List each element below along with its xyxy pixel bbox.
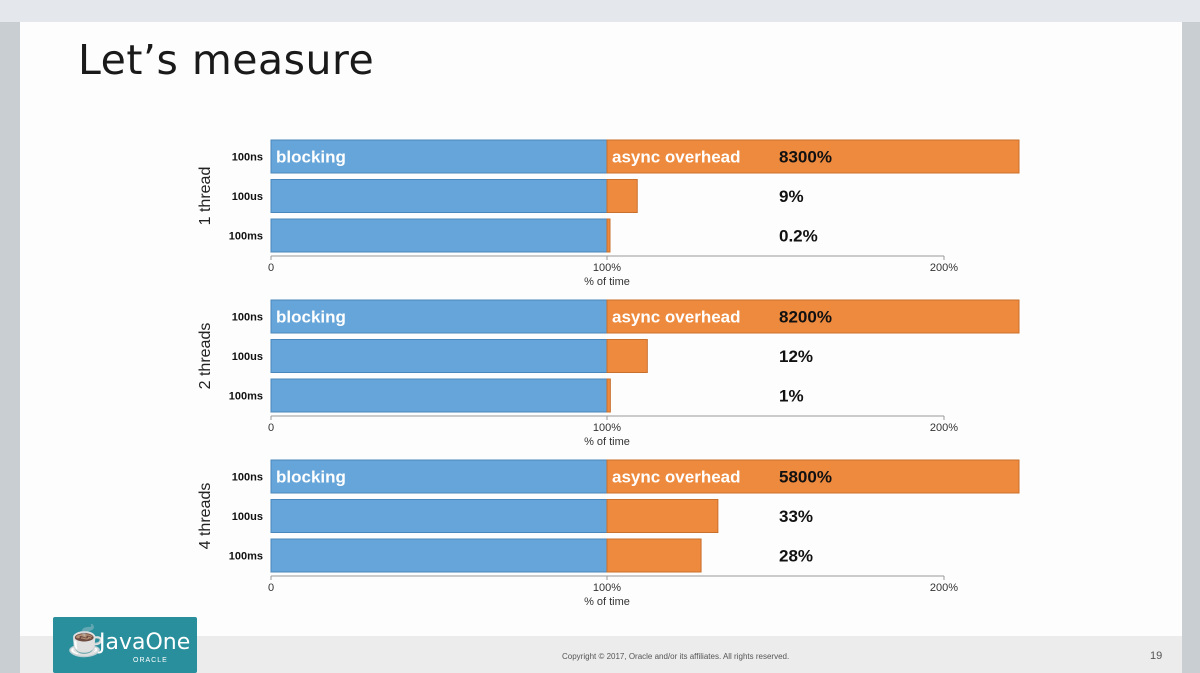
x-tick-label: 100% bbox=[593, 582, 621, 594]
bar-blocking bbox=[270, 538, 608, 573]
value-label: 9% bbox=[779, 187, 804, 206]
value-label: 33% bbox=[779, 507, 813, 526]
x-tick-label: 100% bbox=[593, 422, 621, 434]
bar-async-overhead bbox=[606, 218, 611, 253]
logo-name: JavaOne bbox=[99, 630, 191, 655]
bar-blocking bbox=[270, 139, 608, 174]
value-label: 1% bbox=[779, 387, 804, 406]
bar-label-async-overhead: async overhead bbox=[612, 148, 741, 167]
bar-label-async-overhead: async overhead bbox=[612, 468, 741, 487]
bar-async-overhead bbox=[606, 499, 719, 533]
bar-blocking bbox=[270, 299, 608, 334]
row-label: 100ns bbox=[232, 472, 263, 484]
value-label: 12% bbox=[779, 347, 813, 366]
row-label: 100us bbox=[232, 191, 263, 203]
row-label: 100us bbox=[232, 511, 263, 523]
bar-async-overhead bbox=[606, 299, 1020, 334]
value-label: 28% bbox=[779, 547, 813, 566]
bar-label-blocking: blocking bbox=[276, 308, 346, 327]
row-label: 100ms bbox=[229, 551, 263, 563]
group-label: 2 threads bbox=[197, 323, 214, 390]
bar-async-overhead bbox=[606, 538, 702, 573]
x-tick-label: 200% bbox=[930, 422, 958, 434]
group-label: 1 thread bbox=[197, 167, 214, 226]
value-label: 8200% bbox=[779, 308, 832, 327]
row-label: 100ms bbox=[229, 231, 263, 243]
java-cup-icon: ☕ bbox=[67, 625, 105, 658]
x-axis-title: % of time bbox=[584, 276, 630, 288]
value-label: 8300% bbox=[779, 148, 832, 167]
x-tick-label: 0 bbox=[268, 262, 274, 274]
x-tick-label: 100% bbox=[593, 262, 621, 274]
row-label: 100ns bbox=[232, 312, 263, 324]
logo-company: ORACLE bbox=[133, 657, 168, 664]
bar-async-overhead bbox=[606, 339, 648, 373]
copyright-notice: Copyright © 2017, Oracle and/or its affi… bbox=[562, 652, 790, 661]
row-label: 100ms bbox=[229, 391, 263, 403]
bar-label-async-overhead: async overhead bbox=[612, 308, 741, 327]
row-label: 100ns bbox=[232, 152, 263, 164]
bar-blocking bbox=[270, 499, 608, 533]
slide-title: Let’s measure bbox=[78, 36, 375, 84]
bar-blocking bbox=[270, 179, 608, 213]
x-tick-label: 200% bbox=[930, 262, 958, 274]
bar-label-blocking: blocking bbox=[276, 468, 346, 487]
page-number: 19 bbox=[1150, 650, 1163, 662]
value-label: 5800% bbox=[779, 468, 832, 487]
bar-blocking bbox=[270, 459, 608, 494]
bar-async-overhead bbox=[606, 179, 638, 213]
row-label: 100us bbox=[232, 351, 263, 363]
bar-async-overhead bbox=[606, 378, 611, 413]
x-tick-label: 200% bbox=[930, 582, 958, 594]
x-axis-title: % of time bbox=[584, 596, 630, 608]
bar-label-blocking: blocking bbox=[276, 148, 346, 167]
bar-blocking bbox=[270, 378, 608, 413]
x-axis-title: % of time bbox=[584, 436, 630, 448]
x-tick-label: 0 bbox=[268, 422, 274, 434]
javaone-logo: ☕ JavaOne ORACLE bbox=[53, 617, 197, 673]
x-tick-label: 0 bbox=[268, 582, 274, 594]
bar-blocking bbox=[270, 218, 608, 253]
bar-async-overhead bbox=[606, 139, 1020, 174]
group-label: 4 threads bbox=[197, 483, 214, 550]
bar-blocking bbox=[270, 339, 608, 373]
bar-async-overhead bbox=[606, 459, 1020, 494]
value-label: 0.2% bbox=[779, 227, 818, 246]
slide-footer bbox=[20, 636, 1182, 673]
